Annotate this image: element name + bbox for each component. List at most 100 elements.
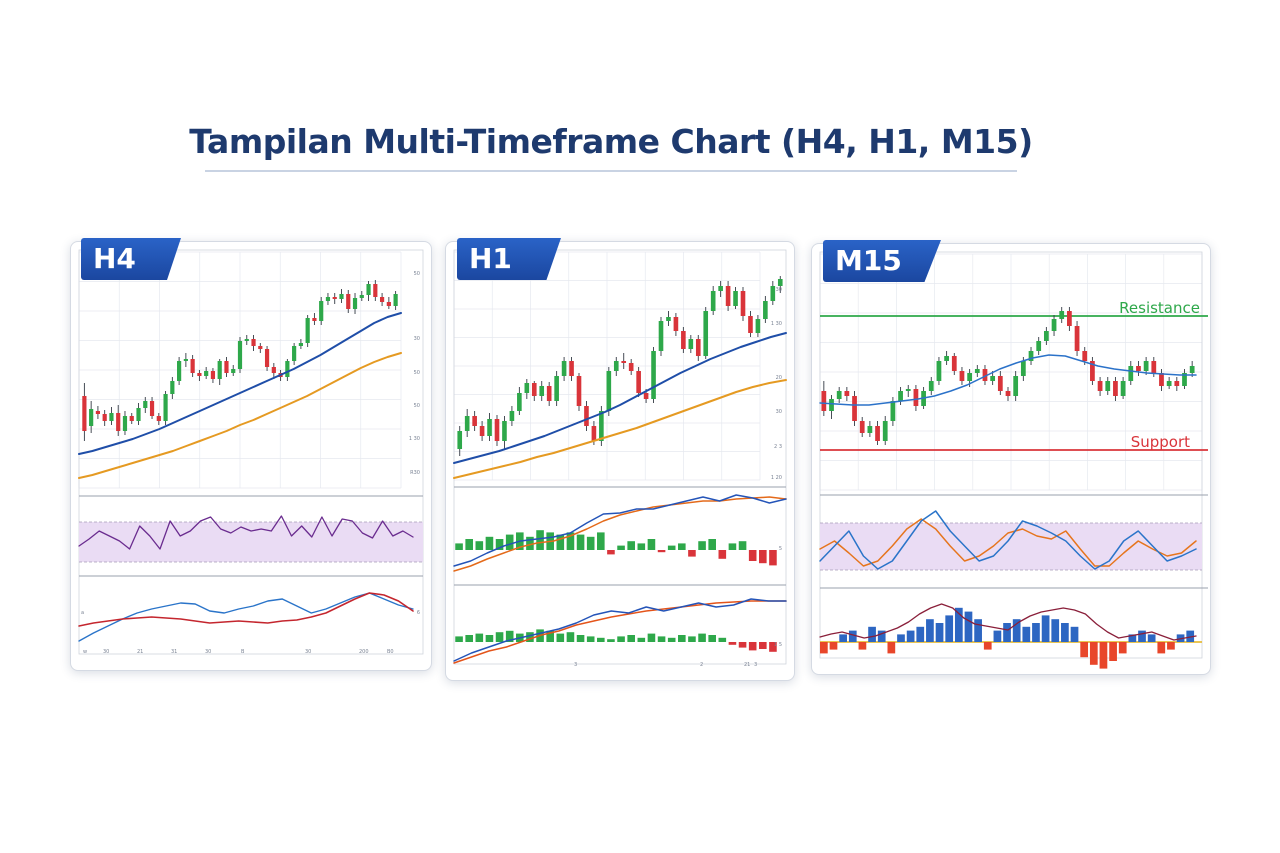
histogram-bar [1051, 619, 1060, 642]
candle [1005, 391, 1011, 396]
histogram-bar [1061, 623, 1069, 642]
candle [258, 346, 263, 349]
candle [695, 339, 701, 356]
histogram-bar [617, 545, 625, 550]
histogram-bar [1032, 623, 1040, 642]
candle [487, 419, 492, 436]
candle [1151, 361, 1157, 373]
histogram-bar [1157, 642, 1166, 654]
histogram-bar [455, 636, 463, 642]
candle [264, 349, 270, 367]
axis-tick-label: 30 [776, 409, 782, 415]
histogram-bar [698, 541, 706, 550]
histogram-bar [1012, 619, 1021, 642]
candle [599, 411, 604, 441]
axis-tick-label: 30 [205, 649, 211, 655]
histogram-bar [526, 536, 534, 550]
histogram-bar [964, 611, 973, 642]
histogram-bar [748, 642, 757, 651]
candle [319, 301, 324, 321]
title-divider [205, 170, 1017, 172]
histogram-bar [607, 550, 615, 555]
candle [129, 416, 134, 421]
candle [285, 361, 290, 377]
candle [393, 294, 398, 306]
candle [584, 406, 589, 426]
histogram-bar [906, 630, 915, 642]
candle [325, 297, 331, 301]
histogram-bar [475, 541, 484, 550]
oscillator-band [820, 523, 1202, 570]
candle [755, 319, 761, 333]
timeframe-label-h4: H4 [81, 238, 181, 280]
candle [156, 416, 161, 421]
axis-tick-label: w [83, 649, 87, 655]
page-title: Tampilan Multi-Timeframe Chart (H4, H1, … [189, 122, 1033, 161]
histogram-bar [718, 637, 727, 642]
panel-m15: Resistance Support [811, 243, 1211, 675]
resistance-label: Resistance [1119, 299, 1200, 317]
candle [517, 393, 522, 411]
axis-tick-label: 3 [574, 662, 577, 668]
histogram-bar [1147, 634, 1156, 642]
candle [102, 414, 107, 421]
axis-tick-label: 2 3 [774, 444, 782, 450]
axis-tick-label: 50 [414, 403, 420, 409]
candle [1105, 381, 1111, 391]
candle [1028, 351, 1034, 361]
candle [621, 361, 627, 363]
histogram-bar [1186, 630, 1195, 642]
histogram-bar [526, 632, 534, 642]
axis-tick-label: 31 [171, 649, 177, 655]
histogram-bar [1022, 626, 1031, 642]
histogram-bar [667, 545, 676, 550]
candle [844, 391, 850, 396]
axis-tick-label: R30 [410, 470, 420, 476]
oscillator-line-blue [819, 510, 1197, 570]
axis-tick-label: 2 [700, 662, 703, 668]
histogram-bar [1041, 615, 1050, 642]
candle [251, 339, 256, 346]
candle [561, 361, 567, 376]
candle [658, 321, 664, 351]
candle [373, 284, 378, 297]
candle [777, 279, 783, 286]
histogram-bar [576, 635, 585, 642]
candle [1059, 311, 1065, 319]
histogram-bar [485, 635, 494, 642]
candle [332, 297, 337, 299]
candle [224, 361, 229, 373]
histogram-bar [1089, 642, 1098, 665]
candle [710, 291, 716, 311]
chart-frame [453, 249, 787, 665]
axis-tick-label: 21 [137, 649, 143, 655]
histogram-bar [728, 642, 737, 645]
panel-h1: 30 1 30 20 30 2 3 1 20 5 1 5 3 2 21 3 [445, 241, 795, 681]
axis-tick-label: 30 [776, 287, 782, 293]
candle [905, 389, 911, 391]
histogram-bar [617, 636, 625, 642]
candle [95, 411, 101, 414]
histogram-bar [718, 550, 727, 559]
candle [109, 413, 114, 421]
histogram-bar [1167, 642, 1175, 650]
histogram-bar [708, 539, 716, 550]
histogram-bar [627, 635, 635, 642]
axis-tick-label: 1 5 [774, 642, 782, 648]
histogram-bar [566, 532, 575, 550]
candle [472, 416, 477, 426]
axis-tick-label: 50 [414, 271, 420, 277]
candle [163, 394, 168, 421]
candle [352, 298, 358, 309]
axis-tick-label: 1 30 [409, 436, 420, 442]
candle [89, 409, 94, 426]
histogram-bar [935, 623, 944, 642]
histogram-bar [495, 539, 504, 550]
histogram-bar [858, 642, 867, 650]
axis-tick-label: 50 [414, 370, 420, 376]
candle [1166, 381, 1172, 386]
candle [366, 284, 371, 295]
candle [882, 421, 888, 441]
candle [681, 331, 686, 349]
candle [974, 369, 980, 373]
